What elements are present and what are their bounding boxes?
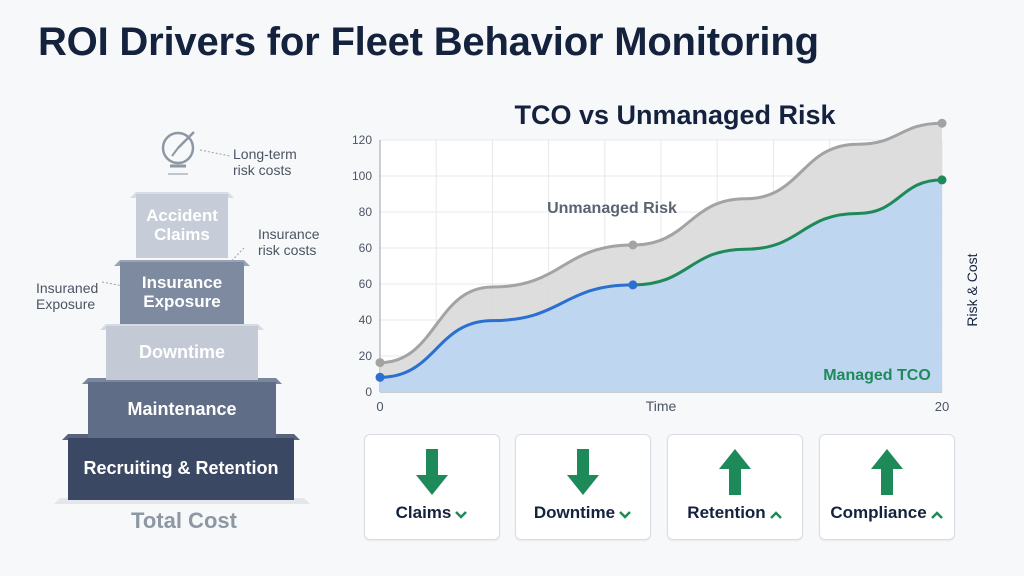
tier-label: Accident Claims — [146, 206, 218, 244]
data-point — [937, 118, 947, 128]
tier-label: Insurance Exposure — [141, 273, 223, 311]
pyramid-tier-recruiting-retention: Recruiting & Retention — [68, 438, 294, 500]
kpi-card-retention[interactable]: Retention — [667, 434, 803, 540]
y-tick-label: 100 — [352, 169, 372, 183]
y-tick-label: 120 — [352, 133, 372, 147]
data-point — [628, 240, 638, 250]
managed-tco-line-late — [632, 178, 943, 287]
unmanaged-risk-line — [379, 121, 943, 365]
pyramid-tier-insurance-exposure: Insurance Exposure — [120, 262, 244, 324]
kpi-label-text: Compliance — [830, 503, 927, 522]
tier-label: Recruiting & Retention — [83, 458, 279, 479]
pyramid-tier-maintenance: Maintenance — [88, 382, 276, 438]
managed-tco-line-early — [379, 283, 633, 379]
plot-background — [380, 140, 942, 392]
kpi-label: Compliance — [820, 503, 954, 523]
managed-tco-area — [380, 179, 942, 392]
y-tick-label: 20 — [359, 349, 373, 363]
callout-long-term: Long-term risk costs — [233, 146, 297, 179]
arrow-down-icon — [567, 449, 599, 495]
kpi-label-text: Claims — [395, 503, 452, 522]
y-tick-label: 60 — [359, 241, 373, 255]
arrow-down-icon — [416, 449, 448, 495]
series-label-unmanaged: Unmanaged Risk — [547, 200, 677, 217]
arrow-up-icon — [719, 449, 751, 495]
page-title: ROI Drivers for Fleet Behavior Monitorin… — [38, 20, 819, 64]
data-point — [375, 358, 385, 368]
tier-label: Downtime — [138, 342, 225, 363]
kpi-label: Claims — [365, 503, 499, 523]
data-point — [375, 372, 385, 382]
cost-pyramid: Accident Claims Insurance Exposure Downt… — [0, 0, 340, 576]
y-tick-label: 0 — [365, 385, 372, 399]
data-point — [628, 280, 638, 290]
kpi-label-text: Retention — [687, 503, 766, 522]
pyramid-tier-accident-claims: Accident Claims — [136, 194, 228, 258]
kpi-card-claims[interactable]: Claims — [364, 434, 500, 540]
pyramid-base-label: Total Cost — [131, 508, 237, 533]
x-tick-label: 0 — [376, 399, 383, 414]
chevron-down-icon — [619, 511, 631, 519]
data-point — [937, 175, 947, 185]
x-axis-label: Time — [646, 398, 677, 414]
arrow-up-icon — [871, 449, 903, 495]
unmanaged-risk-area — [380, 123, 942, 392]
chevron-up-icon — [930, 511, 943, 519]
y-tick-label: 80 — [359, 205, 373, 219]
y-tick-label: 60 — [359, 277, 373, 291]
callout-insurance: Insurance risk costs — [258, 226, 320, 259]
kpi-card-compliance[interactable]: Compliance — [819, 434, 955, 540]
y-tick-label: 40 — [359, 313, 373, 327]
y-axis-label: Risk & Cost — [964, 253, 980, 326]
tier-label: Maintenance — [127, 399, 237, 420]
series-label-managed: Managed TCO — [823, 367, 931, 384]
kpi-label: Retention — [668, 503, 802, 523]
chart-title: TCO vs Unmanaged Risk — [514, 100, 836, 130]
kpi-label-text: Downtime — [533, 503, 616, 522]
kpi-card-downtime[interactable]: Downtime — [515, 434, 651, 540]
callout-insured-exposure: Insuraned Exposure — [36, 280, 99, 313]
chevron-up-icon — [769, 511, 782, 519]
kpi-label: Downtime — [516, 503, 650, 523]
chevron-down-icon — [455, 511, 468, 519]
gauge-icon — [161, 131, 195, 175]
x-tick-label: 20 — [935, 399, 949, 414]
pyramid-tier-downtime: Downtime — [106, 326, 258, 380]
